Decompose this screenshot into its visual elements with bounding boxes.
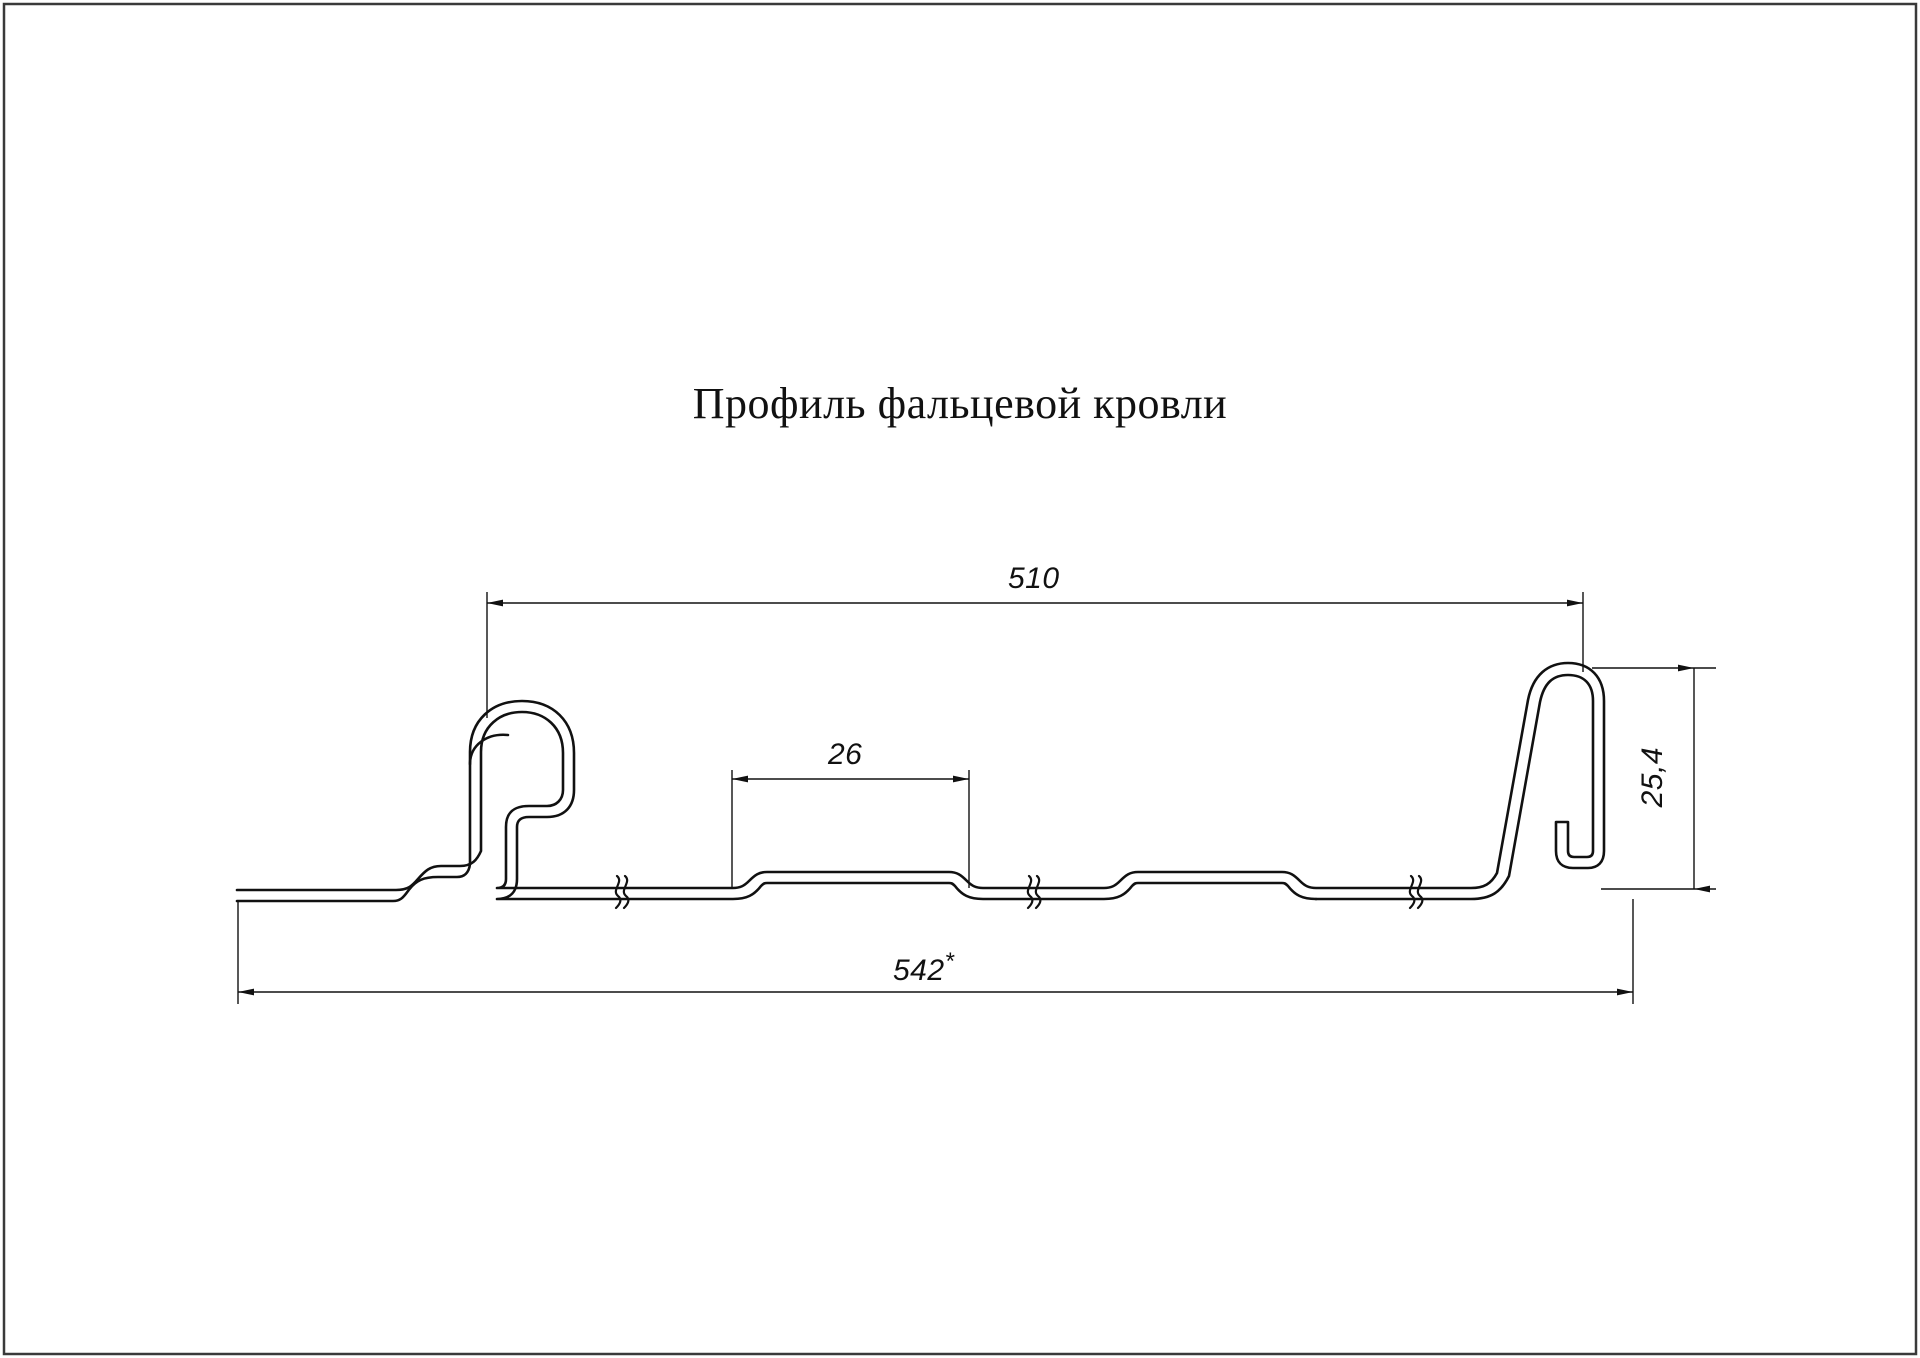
left-seam-inner-fold [468, 733, 510, 766]
dimension-label-510: 510 [1008, 562, 1060, 595]
break-symbol [1026, 874, 1042, 910]
dimension-25-4 [1592, 664, 1716, 893]
dimension-label-542-asterisk: * [944, 948, 955, 975]
drawing-title: Профиль фальцевой кровли [692, 379, 1228, 428]
profile-inner-contour [235, 699, 1318, 903]
dimension-510 [486, 592, 1584, 718]
dimension-label-25-4: 25,4 [1636, 687, 1670, 807]
break-symbol [1408, 874, 1424, 910]
profile-outer-contour [235, 661, 1606, 901]
dimension-label-542: 542* [893, 948, 954, 988]
dimension-label-25-4-value: 25,4 [1636, 747, 1669, 808]
dimension-542 [237, 899, 1634, 1004]
dimension-label-26: 26 [828, 738, 863, 771]
profile-cross-section [235, 661, 1606, 903]
dimension-label-542-value: 542 [893, 954, 945, 987]
break-symbols [614, 874, 1424, 910]
break-symbol [614, 874, 630, 910]
dimension-26 [731, 770, 970, 888]
